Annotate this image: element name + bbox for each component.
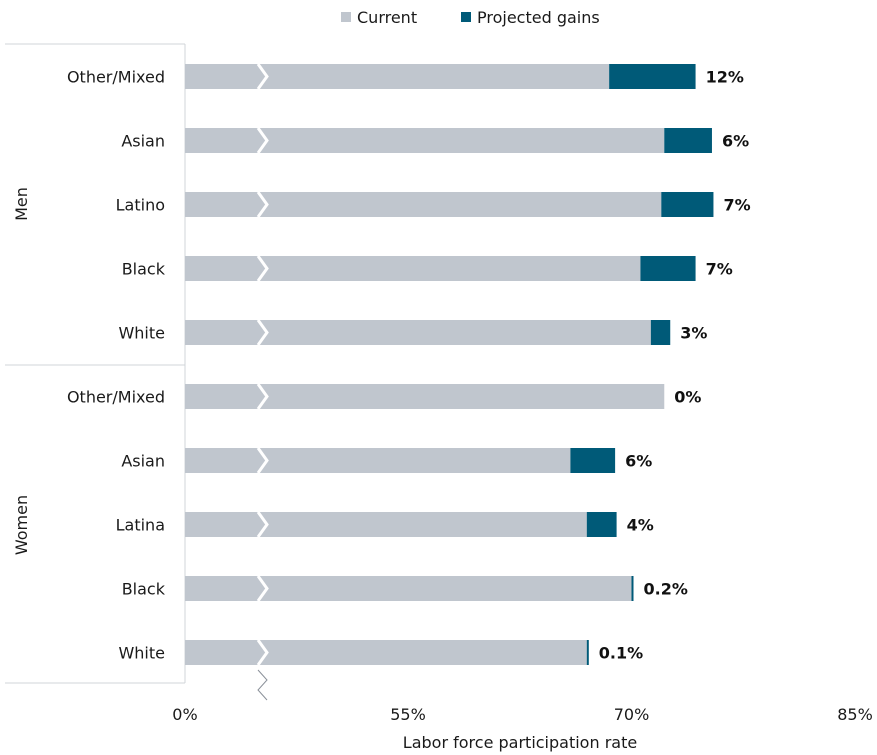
bar-gain-men-latino <box>661 192 714 217</box>
axis-break-mark-men-asian <box>256 127 269 154</box>
category-label-women-white: White <box>118 644 165 663</box>
data-label-men-other-mixed: 12% <box>706 68 744 87</box>
bar-gain-men-white <box>650 320 671 345</box>
bar-gain-men-asian <box>664 128 712 153</box>
bar-gain-women-asian <box>570 448 616 473</box>
bar-gain-men-black <box>640 256 696 281</box>
axis-break-mark-men-black <box>256 255 269 282</box>
bar-gain-women-latina <box>586 512 617 537</box>
category-label-women-other-mixed: Other/Mixed <box>67 388 165 407</box>
category-label-women-latina: Latina <box>116 516 165 535</box>
category-label-men-latino: Latino <box>116 196 165 215</box>
category-label-women-black: Black <box>122 580 166 599</box>
data-label-women-white: 0.1% <box>599 644 643 663</box>
bar-current-men-other-mixed <box>185 64 610 89</box>
x-axis: Labor force participation rate 0% 55% 70% 8… <box>172 669 873 752</box>
data-label-men-asian: 6% <box>722 132 749 151</box>
bar-current-women-white <box>185 640 587 665</box>
data-label-women-other-mixed: 0% <box>674 388 701 407</box>
bar-current-women-other-mixed <box>185 384 665 409</box>
legend-swatch-gain <box>461 12 471 22</box>
axis-break-mark-men-white <box>256 319 269 346</box>
data-label-women-asian: 6% <box>625 452 652 471</box>
bar-current-women-latina <box>185 512 587 537</box>
bar-gain-women-white <box>586 640 589 665</box>
legend-swatch-current <box>341 12 351 22</box>
x-tick-label-0: 0% <box>172 705 197 724</box>
axis-break-mark-women-white <box>256 639 269 666</box>
bar-current-women-asian <box>185 448 571 473</box>
data-label-women-black: 0.2% <box>644 580 688 599</box>
x-tick-label-3: 85% <box>837 705 873 724</box>
category-label-men-white: White <box>118 324 165 343</box>
axis-break-mark-women-other-mixed <box>256 383 269 410</box>
bar-current-men-latino <box>185 192 662 217</box>
x-tick-label-1: 55% <box>390 705 426 724</box>
data-label-men-white: 3% <box>680 324 707 343</box>
labels-layer: Men Women Other/Mixed 12% Asian 6% Latino 7% Bla… <box>12 68 751 663</box>
axis-break-mark-men-other-mixed <box>256 63 269 90</box>
bars-layer <box>185 63 714 666</box>
legend: Current Projected gains <box>341 8 600 27</box>
data-label-women-latina: 4% <box>627 516 654 535</box>
axis-break-symbol <box>257 669 268 701</box>
category-label-men-other-mixed: Other/Mixed <box>67 68 165 87</box>
axis-break-mark-women-asian <box>256 447 269 474</box>
data-label-men-latino: 7% <box>723 196 750 215</box>
bar-current-men-black <box>185 256 641 281</box>
axis-break-mark-women-latina <box>256 511 269 538</box>
x-tick-label-2: 70% <box>614 705 650 724</box>
bar-current-men-white <box>185 320 651 345</box>
data-label-men-black: 7% <box>706 260 733 279</box>
bar-gain-men-other-mixed <box>609 64 696 89</box>
category-label-women-asian: Asian <box>121 452 165 471</box>
group-label-men: Men <box>12 187 31 221</box>
legend-label-gain: Projected gains <box>477 8 600 27</box>
axis-break-mark-women-black <box>256 575 269 602</box>
bar-gain-women-black <box>631 576 634 601</box>
category-label-men-asian: Asian <box>121 132 165 151</box>
bar-current-women-black <box>185 576 632 601</box>
x-axis-title: Labor force participation rate <box>403 733 637 752</box>
bar-current-men-asian <box>185 128 665 153</box>
legend-label-current: Current <box>357 8 417 27</box>
group-label-women: Women <box>12 495 31 555</box>
category-label-men-black: Black <box>122 260 166 279</box>
axis-break-mark-men-latino <box>256 191 269 218</box>
